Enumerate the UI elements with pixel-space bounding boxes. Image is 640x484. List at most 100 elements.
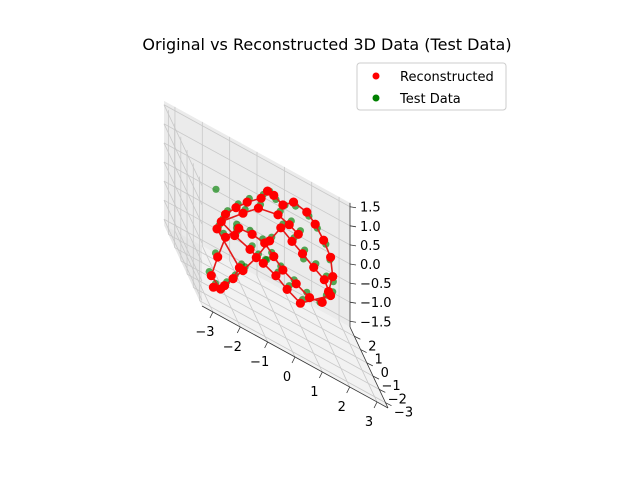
y-tick-mark xyxy=(366,362,373,367)
reconstructed-point xyxy=(234,223,244,233)
x-tick-mark xyxy=(209,311,214,319)
reconstructed-point xyxy=(287,236,297,246)
reconstructed-point xyxy=(319,235,329,245)
reconstructed-point xyxy=(304,293,315,303)
reconstructed-point xyxy=(245,244,255,254)
grid-line-z-left xyxy=(163,219,203,301)
y-tick-label: −3 xyxy=(394,406,413,421)
reconstructed-point xyxy=(231,203,241,213)
chart-marks xyxy=(205,185,338,308)
reconstructed-point xyxy=(276,223,286,233)
y-tick-mark xyxy=(372,375,380,380)
z-tick-label: 1.0 xyxy=(360,220,381,235)
z-tick-label: 0.0 xyxy=(360,258,381,273)
reconstructed-point xyxy=(269,190,279,200)
axis-ticks: −3−2−10123−3−2−1012−1.5−1.0−0.50.00.51.0… xyxy=(195,201,413,430)
reconstructed-point xyxy=(291,279,301,289)
x-tick-label: 1 xyxy=(310,385,318,400)
chart-title: Original vs Reconstructed 3D Data (Test … xyxy=(142,35,511,54)
reconstructed-point xyxy=(293,229,303,239)
x-tick-label: −1 xyxy=(250,355,269,370)
reconstructed-point xyxy=(317,297,327,307)
legend-label-test-data: Test Data xyxy=(399,92,461,107)
x-tick-label: −3 xyxy=(195,325,214,340)
y-tick-label: 1 xyxy=(374,353,382,368)
reconstructed-point xyxy=(253,203,263,213)
x-tick-mark xyxy=(346,386,351,394)
reconstructed-point xyxy=(216,284,226,294)
reconstructed-point xyxy=(258,258,268,268)
reconstructed-point xyxy=(220,209,231,219)
reconstructed-point xyxy=(284,220,294,230)
grid-line-x-floor xyxy=(338,320,378,403)
y-tick-mark xyxy=(354,335,361,340)
reconstructed-point xyxy=(265,236,275,246)
reconstructed-point xyxy=(206,271,216,281)
grid-line-z-left xyxy=(163,142,203,225)
legend-box xyxy=(356,62,507,111)
z-tick-label: 1.5 xyxy=(360,201,381,216)
z-tick-label: 0.5 xyxy=(360,239,381,254)
reconstructed-point xyxy=(220,232,231,242)
grid-line-x-floor xyxy=(283,290,323,373)
reconstructed-point xyxy=(256,193,266,203)
reconstructed-point xyxy=(230,230,240,241)
x-tick-mark xyxy=(264,341,269,349)
legend-marker-reconstructed xyxy=(372,72,380,80)
z-tick-mark xyxy=(349,263,357,266)
grid-line-z-left xyxy=(163,200,203,282)
reconstructed-point xyxy=(271,271,281,281)
reconstructed-point xyxy=(238,208,248,218)
grid-line-z-back xyxy=(163,161,351,265)
y-tick-label: −2 xyxy=(388,392,407,407)
y-tick-label: 0 xyxy=(381,366,389,381)
z-tick-label: −1.0 xyxy=(360,296,392,311)
reconstructed-point xyxy=(242,197,252,207)
x-tick-mark xyxy=(373,401,378,409)
z-tick-label: −0.5 xyxy=(360,277,392,292)
reconstructed-line xyxy=(210,190,334,305)
x-tick-label: 3 xyxy=(365,415,373,430)
x-tick-mark xyxy=(318,371,323,379)
reconstructed-point xyxy=(278,265,288,275)
legend-marker-test-data xyxy=(372,94,380,102)
reconstructed-point xyxy=(247,229,257,239)
z-tick-label: −1.5 xyxy=(360,315,392,330)
grid-line-z-back xyxy=(163,180,351,284)
z-tick-mark xyxy=(349,244,357,247)
grid-line-z-left xyxy=(163,104,203,186)
z-tick-mark xyxy=(349,282,357,285)
y-tick-mark xyxy=(379,389,386,393)
x-tick-mark xyxy=(291,356,296,364)
grid-line-z-left xyxy=(163,180,203,263)
x-tick-mark xyxy=(236,326,241,334)
reconstructed-point xyxy=(228,274,238,284)
reconstructed-point xyxy=(309,262,319,272)
grid-line-y-floor xyxy=(193,287,380,390)
reconstructed-point xyxy=(295,298,305,308)
grid-line-y-floor xyxy=(168,233,355,337)
grid-line-x-floor xyxy=(311,305,351,388)
legend-label-reconstructed: Reconstructed xyxy=(400,70,494,85)
x-tick-label: 0 xyxy=(283,370,291,385)
reconstructed-point xyxy=(269,251,279,262)
reconstructed-point xyxy=(213,252,223,262)
reconstructed-point xyxy=(302,207,312,217)
z-tick-mark xyxy=(349,206,357,209)
z-tick-mark xyxy=(349,320,357,323)
reconstructed-point xyxy=(208,282,218,292)
reconstructed-point xyxy=(328,272,338,282)
reconstructed-point xyxy=(288,197,299,207)
y-tick-label: 2 xyxy=(368,339,376,354)
test-data-point xyxy=(212,185,220,193)
grid-line-y-floor xyxy=(174,247,361,350)
reconstructed-point xyxy=(273,210,283,220)
x-tick-label: 2 xyxy=(338,400,346,415)
legend: Reconstructed Test Data xyxy=(356,62,507,111)
z-tick-mark xyxy=(349,301,357,304)
reconstructed-point xyxy=(282,284,292,294)
y-tick-label: −1 xyxy=(381,379,400,394)
grid-line-y-floor xyxy=(199,300,386,404)
reconstructed-point xyxy=(238,265,248,276)
